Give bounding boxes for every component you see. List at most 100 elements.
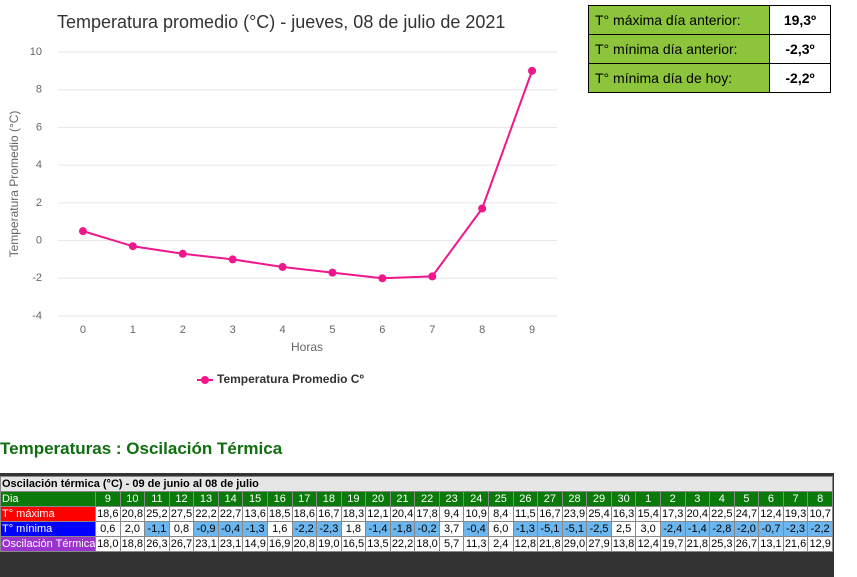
table-cell: -2,2 (807, 521, 833, 537)
table-cell: 9,4 (438, 506, 465, 522)
section-title: Temperaturas : Oscilación Térmica (0, 439, 283, 458)
table-cell: 6,0 (488, 521, 514, 537)
summary-label: T° mínima día anterior: (588, 34, 770, 64)
day-header: 19 (340, 491, 367, 507)
table-cell: 22,7 (217, 506, 244, 522)
row-label: T° máxima (0, 506, 96, 522)
table-cell: 16,5 (340, 536, 367, 552)
summary-table: T° máxima día anterior: 19,3º T° mínima dí… (588, 5, 831, 93)
table-cell: 17,8 (414, 506, 440, 522)
table-cell: 13,1 (758, 536, 784, 552)
point (528, 66, 537, 75)
oscillation-table: Oscilación térmica (°C) - 09 de junio al… (0, 476, 833, 552)
table-cell: 23,1 (193, 536, 219, 552)
table-cell: 16,7 (537, 506, 563, 522)
summary-row: T° mínima día anterior: -2,3º (588, 34, 831, 64)
table-cell: 12,1 (365, 506, 391, 522)
table-cell: 2,5 (610, 521, 637, 537)
day-header: 11 (144, 491, 170, 507)
table-cell: -0,7 (758, 521, 784, 537)
y-tick-label: 4 (36, 159, 42, 171)
day-header: 30 (610, 491, 637, 507)
point (278, 262, 287, 271)
table-cell: 13,8 (610, 536, 637, 552)
table-cell: -5,1 (561, 521, 588, 537)
table-cell: 0,6 (95, 521, 121, 537)
table-cell: -0,4 (463, 521, 489, 537)
x-tick-label: 1 (130, 324, 136, 336)
x-tick-label: 8 (479, 324, 485, 336)
day-header: 9 (95, 491, 121, 507)
y-tick-label: 10 (30, 46, 42, 58)
point (78, 227, 87, 236)
table-cell: 24,7 (733, 506, 760, 522)
y-tick-label: -4 (32, 310, 42, 322)
table-cell: 20,8 (291, 536, 318, 552)
table-cell: 26,7 (168, 536, 195, 552)
table-cell: 10,9 (463, 506, 489, 522)
summary-value: -2,3º (769, 34, 831, 64)
table-cell: 2,4 (488, 536, 514, 552)
table-cell: -1,3 (512, 521, 539, 537)
table-cell: 13,6 (242, 506, 268, 522)
table-cell: 0,8 (168, 521, 195, 537)
y-tick-label: 2 (36, 197, 42, 209)
table-cell: 17,3 (659, 506, 686, 522)
table-cell: -1,4 (365, 521, 391, 537)
table-cell: 18,0 (414, 536, 440, 552)
table-cell: 26,3 (144, 536, 170, 552)
table-cell: 22,2 (389, 536, 416, 552)
summary-value: -2,2º (769, 63, 831, 93)
day-header: 29 (586, 491, 612, 507)
day-header: 8 (807, 491, 833, 507)
day-header: 10 (119, 491, 146, 507)
data-row: T° mínima 0,6 2,0 -1,1 0,8 -0,9 -0,4 -1,3 1,6 -2,… (0, 521, 833, 537)
table-cell: 25,3 (709, 536, 735, 552)
table-cell: -1,4 (684, 521, 711, 537)
day-header: 18 (316, 491, 342, 507)
table-cell: 18,0 (95, 536, 121, 552)
legend-marker (201, 376, 209, 384)
table-cell: 20,8 (119, 506, 146, 522)
y-tick-label: 8 (36, 84, 42, 96)
table-cell: 27,5 (168, 506, 195, 522)
point (378, 274, 387, 283)
summary-row: T° mínima día de hoy: -2,2º (588, 63, 831, 93)
table-cell: 22,2 (193, 506, 219, 522)
day-header: 17 (291, 491, 318, 507)
summary-row: T° máxima día anterior: 19,3º (588, 5, 831, 35)
day-header: 2 (659, 491, 686, 507)
day-header: 20 (365, 491, 391, 507)
table-cell: 1,8 (340, 521, 367, 537)
point (178, 249, 187, 258)
table-cell: 2,0 (119, 521, 146, 537)
table-cell: 16,3 (610, 506, 637, 522)
table-cell: 10,7 (807, 506, 833, 522)
line (82, 70, 533, 280)
day-header: 27 (537, 491, 563, 507)
x-tick-label: 9 (529, 324, 535, 336)
row-label: T° mínima (0, 521, 96, 537)
summary-label: T° máxima día anterior: (588, 5, 770, 35)
table-cell: 8,4 (488, 506, 514, 522)
day-header: 21 (389, 491, 416, 507)
point (428, 272, 437, 281)
day-header: 13 (193, 491, 219, 507)
table-cell: 19,7 (659, 536, 686, 552)
table-cell: 16,9 (266, 536, 293, 552)
x-axis-label: Horas (291, 340, 323, 354)
table-cell: 11,3 (463, 536, 489, 552)
day-header: 3 (684, 491, 711, 507)
table-cell: 27,9 (586, 536, 612, 552)
day-header: 26 (512, 491, 539, 507)
day-header: 23 (438, 491, 465, 507)
x-tick-label: 0 (80, 324, 86, 336)
table-cell: -0,4 (217, 521, 244, 537)
table-cell: 11,5 (512, 506, 539, 522)
x-tick-label: 4 (279, 324, 285, 336)
table-cell: 21,8 (537, 536, 563, 552)
table-cell: 22,5 (709, 506, 735, 522)
x-tick-label: 6 (379, 324, 385, 336)
table-cell: -1,8 (389, 521, 416, 537)
